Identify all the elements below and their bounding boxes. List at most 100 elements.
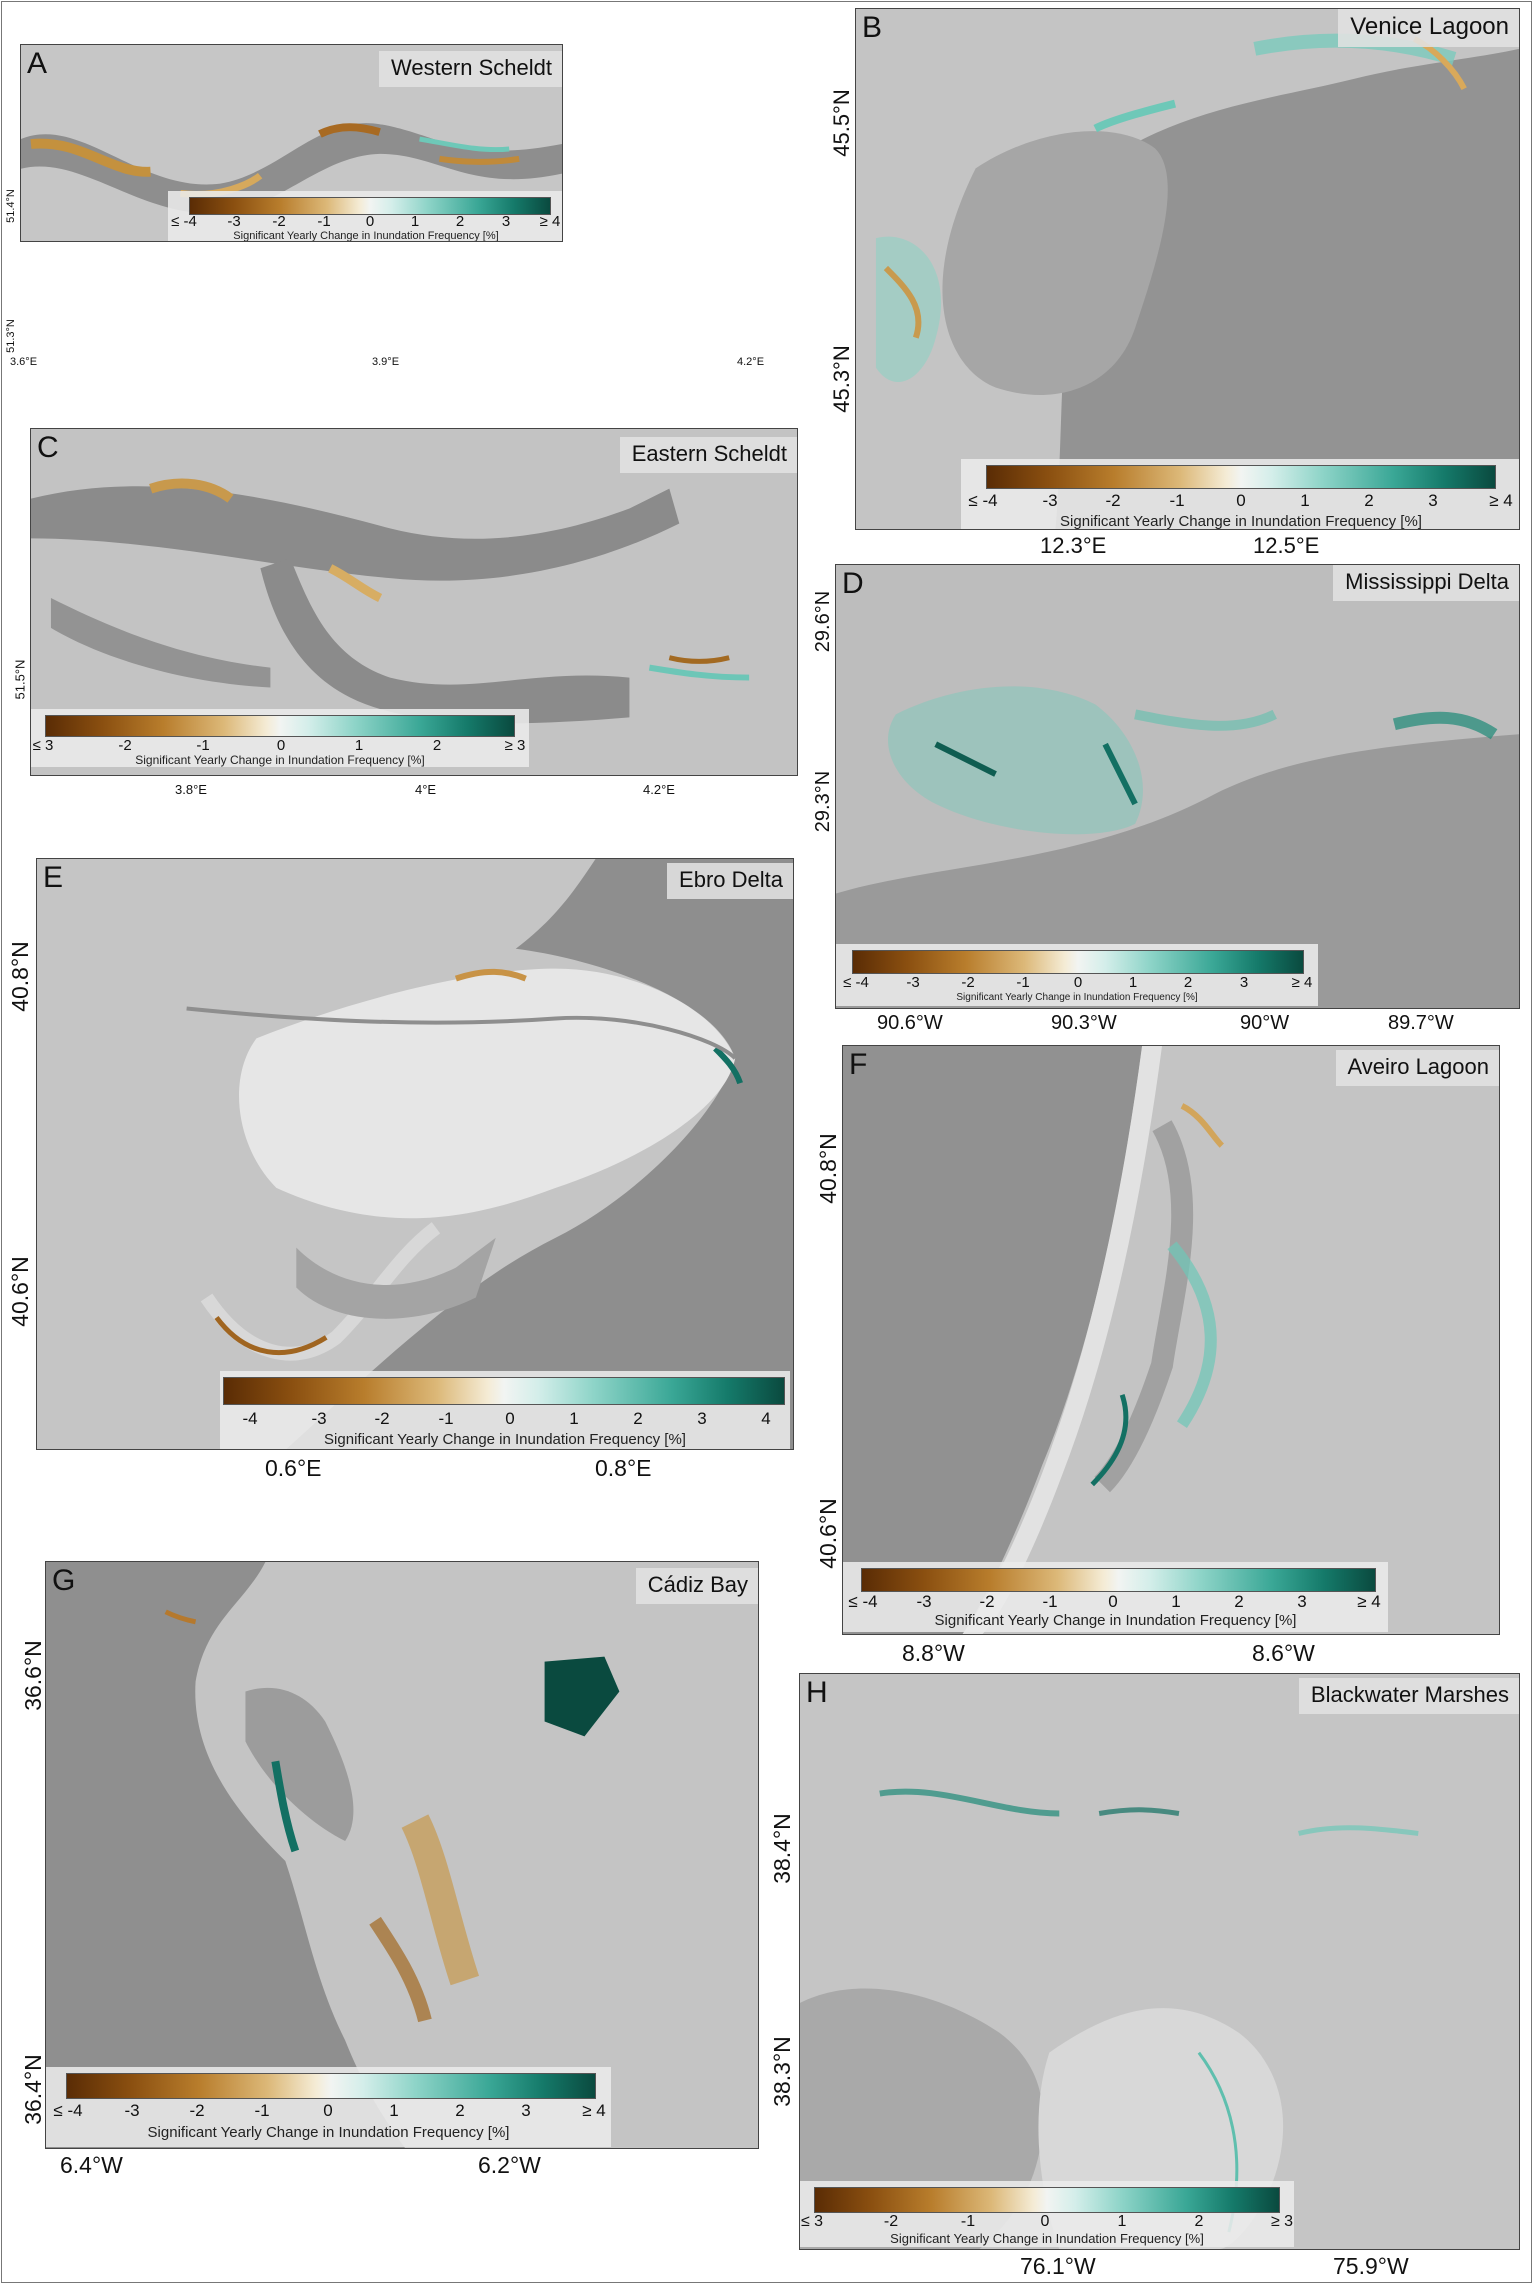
- y-tick-label: 40.8°N: [814, 1133, 841, 1204]
- y-tick-label: 38.4°N: [768, 1813, 795, 1884]
- colorbar-tick: 0: [323, 2101, 333, 2120]
- colorbar-label: Significant Yearly Change in Inundation …: [1060, 513, 1422, 530]
- colorbar-gradient: [189, 197, 551, 215]
- panel-title: Mississippi Delta: [1333, 565, 1519, 601]
- colorbar-label: Significant Yearly Change in Inundation …: [233, 230, 499, 242]
- colorbar-tick: -1: [317, 213, 331, 230]
- colorbar-tick: -2: [979, 1592, 995, 1611]
- colorbar-tick: -3: [124, 2101, 140, 2120]
- y-tick-label: 45.3°N: [828, 345, 854, 413]
- panel-title: Cádiz Bay: [635, 1568, 758, 1604]
- colorbar-tick: 2: [432, 737, 442, 754]
- colorbar-tick: 3: [1297, 1592, 1307, 1611]
- x-tick-label: 76.1°W: [1020, 2253, 1096, 2279]
- colorbar-label: Significant Yearly Change in Inundation …: [147, 2124, 510, 2141]
- colorbar-legend: -4 -3 -2 -1 0 1 2 3 4 Significant Yearly…: [220, 1371, 790, 1449]
- colorbar-tick: ≥ 4: [1291, 974, 1313, 991]
- colorbar-tick: -3: [227, 213, 241, 230]
- x-tick-label: 6.4°W: [60, 2152, 123, 2178]
- colorbar-legend: ≤ -4 -3 -2 -1 0 1 2 3 ≥ 4 Significant Ye…: [836, 944, 1318, 1006]
- colorbar-tick: ≥ 4: [539, 213, 561, 230]
- x-tick-label: 75.9°W: [1333, 2253, 1409, 2279]
- map-ebro-delta: [37, 859, 793, 1449]
- colorbar-tick: 0: [1108, 1592, 1118, 1611]
- colorbar-gradient: [223, 1377, 785, 1405]
- y-tick-label: 51.3°N: [4, 319, 17, 353]
- colorbar-tick: -1: [438, 1409, 454, 1428]
- colorbar-tick: 2: [1364, 491, 1374, 510]
- colorbar-tick: 2: [1234, 1592, 1244, 1611]
- panel-letter: F: [849, 1048, 868, 1081]
- panel-letter: E: [43, 861, 64, 894]
- y-tick-label: 29.6°N: [812, 590, 835, 653]
- colorbar-tick: 1: [1171, 1592, 1181, 1611]
- colorbar-tick: 0: [505, 1409, 515, 1428]
- colorbar-tick: -1: [1016, 974, 1030, 991]
- map-blackwater-marshes: [800, 1674, 1519, 2249]
- map-panel-e: E Ebro Delta -4 -3 -2 -1 0 1 2 3 4 Signi…: [36, 858, 794, 1450]
- colorbar-tick: ≥ 4: [1357, 1592, 1381, 1611]
- colorbar-tick: ≥ 3: [504, 737, 526, 754]
- panel-title: Ebro Delta: [667, 863, 793, 899]
- colorbar-tick: -2: [118, 737, 132, 754]
- x-tick-label: 90.3°W: [1051, 1012, 1117, 1034]
- colorbar-tick: 1: [1117, 2213, 1127, 2230]
- colorbar-tick: ≤ 3: [800, 2213, 824, 2230]
- colorbar-tick: 0: [1073, 974, 1083, 991]
- map-panel-f: F Aveiro Lagoon ≤ -4 -3 -2 -1 0 1 2 3 ≥ …: [842, 1045, 1500, 1635]
- colorbar-legend: ≤ 3 -2 -1 0 1 2 ≥ 3 Significant Yearly C…: [800, 2181, 1294, 2247]
- colorbar-tick: -3: [1042, 491, 1058, 510]
- colorbar-tick: -4: [242, 1409, 258, 1428]
- y-tick-label: 40.6°N: [814, 1498, 841, 1569]
- colorbar-tick: 3: [521, 2101, 531, 2120]
- colorbar-gradient: [986, 465, 1496, 489]
- colorbar-tick: -2: [272, 213, 286, 230]
- colorbar-tick: 2: [1194, 2213, 1204, 2230]
- colorbar-tick: -2: [189, 2101, 205, 2120]
- colorbar-gradient: [814, 2187, 1280, 2213]
- colorbar-tick: 1: [569, 1409, 579, 1428]
- colorbar-tick: -1: [1042, 1592, 1058, 1611]
- colorbar-gradient: [861, 1568, 1376, 1592]
- colorbar-tick: 2: [633, 1409, 643, 1428]
- colorbar-tick: ≤ 3: [32, 737, 54, 754]
- colorbar-gradient: [66, 2073, 596, 2099]
- colorbar-tick: -2: [961, 974, 975, 991]
- panel-letter: D: [842, 567, 864, 600]
- colorbar-tick: 0: [1236, 491, 1246, 510]
- panel-title: Aveiro Lagoon: [1335, 1050, 1499, 1086]
- x-tick-label: 3.8°E: [175, 782, 207, 797]
- colorbar-tick: -1: [254, 2101, 270, 2120]
- colorbar-tick: 1: [354, 737, 364, 754]
- colorbar-tick: 3: [501, 213, 511, 230]
- map-panel-h: H Blackwater Marshes ≤ 3 -2 -1 0 1 2 ≥ 3…: [799, 1673, 1520, 2250]
- panel-title: Western Scheldt: [378, 51, 562, 87]
- x-tick-label: 8.8°W: [902, 1640, 965, 1666]
- colorbar-tick: 1: [389, 2101, 399, 2120]
- colorbar-tick: 3: [1239, 974, 1249, 991]
- colorbar-tick: ≥ 4: [582, 2101, 606, 2120]
- map-panel-a: A Western Scheldt ≤ -4 -3 -2 -1 0 1 2 3 …: [20, 44, 563, 242]
- map-venice-lagoon: [856, 9, 1519, 529]
- colorbar-tick: 1: [1300, 491, 1310, 510]
- colorbar-label: Significant Yearly Change in Inundation …: [934, 1612, 1297, 1629]
- colorbar-legend: ≤ -4 -3 -2 -1 0 1 2 3 ≥ 4 Significant Ye…: [46, 2067, 611, 2147]
- colorbar-tick: 0: [365, 213, 375, 230]
- y-tick-label: 51.5°N: [12, 659, 28, 700]
- x-tick-label: 0.8°E: [595, 1455, 652, 1481]
- colorbar-tick: 3: [1428, 491, 1438, 510]
- y-tick-label: 51.4°N: [4, 189, 17, 223]
- x-tick-label: 12.3°E: [1040, 533, 1107, 558]
- colorbar-tick: 0: [276, 737, 286, 754]
- map-aveiro-lagoon: [843, 1046, 1499, 1634]
- colorbar-tick: ≤ -4: [53, 2101, 83, 2120]
- colorbar-tick: 0: [1040, 2213, 1050, 2230]
- colorbar-tick: 2: [1183, 974, 1193, 991]
- map-panel-g: G Cádiz Bay ≤ -4 -3 -2 -1 0 1 2 3 ≥ 4 Si…: [45, 1561, 759, 2149]
- colorbar-tick: -1: [1169, 491, 1185, 510]
- panel-letter: G: [52, 1564, 76, 1597]
- colorbar-tick: 4: [761, 1409, 771, 1428]
- colorbar-tick: ≤ -4: [843, 974, 869, 991]
- panel-letter: B: [862, 11, 883, 44]
